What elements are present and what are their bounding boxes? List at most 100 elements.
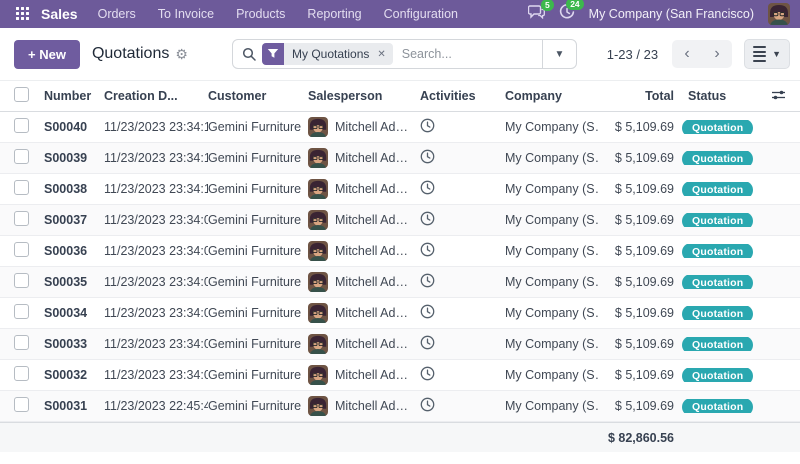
cell-number: S00035: [44, 275, 88, 289]
cell-creation-date: 11/23/2023 22:45:4: [104, 399, 208, 413]
cell-customer: Gemini Furniture: [208, 151, 302, 165]
table-row[interactable]: S00040 11/23/2023 23:34:1 Gemini Furnitu…: [0, 112, 800, 143]
page-title: Quotations: [91, 45, 170, 62]
view-settings-gear-icon[interactable]: ⚙: [175, 45, 188, 62]
cell-status: Quotation: [680, 213, 766, 227]
view-switcher-button[interactable]: ▼: [744, 39, 790, 69]
row-checkbox[interactable]: [14, 366, 29, 381]
activity-clock-icon[interactable]: [420, 273, 435, 288]
apps-grid-icon[interactable]: [16, 6, 31, 22]
row-checkbox[interactable]: [14, 118, 29, 133]
menu-configuration[interactable]: Configuration: [383, 7, 458, 21]
search-input[interactable]: Search...: [401, 47, 452, 61]
menu-reporting[interactable]: Reporting: [307, 7, 362, 21]
table-row[interactable]: S00031 11/23/2023 22:45:4 Gemini Furnitu…: [0, 391, 800, 422]
cell-customer: Gemini Furniture: [208, 182, 302, 196]
search-dropdown-caret-icon[interactable]: ▼: [542, 40, 576, 68]
cell-activities: [420, 211, 505, 229]
table-row[interactable]: S00033 11/23/2023 23:34:0 Gemini Furnitu…: [0, 329, 800, 360]
menu-orders[interactable]: Orders: [97, 7, 136, 21]
cell-status: Quotation: [680, 151, 766, 165]
salesperson-avatar: [308, 179, 328, 199]
status-badge: Quotation: [682, 213, 754, 227]
activity-clock-icon[interactable]: [420, 211, 435, 226]
cell-customer: Gemini Furniture: [208, 399, 302, 413]
cell-status: Quotation: [680, 399, 766, 413]
cell-company: My Company (S…: [505, 120, 600, 134]
cell-activities: [420, 180, 505, 198]
cell-number: S00034: [44, 306, 88, 320]
row-checkbox[interactable]: [14, 273, 29, 288]
cell-company: My Company (S…: [505, 399, 600, 413]
activities-badge: 24: [566, 0, 584, 10]
table-row[interactable]: S00036 11/23/2023 23:34:0 Gemini Furnitu…: [0, 236, 800, 267]
col-salesperson[interactable]: Salesperson: [308, 89, 383, 103]
search-bar[interactable]: My Quotations ✕ Search... ▼: [232, 39, 577, 69]
cell-salesperson: Mitchell Ad…: [308, 179, 420, 199]
col-status[interactable]: Status: [688, 89, 727, 103]
activity-clock-icon[interactable]: [420, 149, 435, 164]
app-name[interactable]: Sales: [41, 6, 78, 22]
table-body: S00040 11/23/2023 23:34:1 Gemini Furnitu…: [0, 112, 800, 422]
table-row[interactable]: S00032 11/23/2023 23:34:0 Gemini Furnitu…: [0, 360, 800, 391]
activity-clock-icon[interactable]: [420, 335, 435, 350]
col-company[interactable]: Company: [505, 89, 562, 103]
cell-salesperson: Mitchell Ad…: [308, 148, 420, 168]
cell-salesperson: Mitchell Ad…: [308, 334, 420, 354]
table-row[interactable]: S00039 11/23/2023 23:34:1 Gemini Furnitu…: [0, 143, 800, 174]
row-checkbox[interactable]: [14, 149, 29, 164]
table-row[interactable]: S00034 11/23/2023 23:34:0 Gemini Furnitu…: [0, 298, 800, 329]
activity-clock-icon[interactable]: [420, 366, 435, 381]
col-creation-date[interactable]: Creation D...: [104, 89, 178, 103]
cell-total: $ 5,109.69: [614, 399, 674, 413]
user-avatar[interactable]: [768, 3, 790, 25]
pager-previous-button[interactable]: ‹: [672, 40, 703, 68]
col-customer[interactable]: Customer: [208, 89, 267, 103]
col-number[interactable]: Number: [44, 89, 92, 103]
cell-activities: [420, 118, 505, 136]
new-button[interactable]: + New: [14, 39, 80, 69]
pager-range: 1-23 / 23: [606, 46, 659, 62]
salesperson-name: Mitchell Ad…: [335, 275, 408, 289]
row-checkbox[interactable]: [14, 335, 29, 350]
salesperson-name: Mitchell Ad…: [335, 151, 408, 165]
table-row[interactable]: S00035 11/23/2023 23:34:0 Gemini Furnitu…: [0, 267, 800, 298]
cell-total: $ 5,109.69: [614, 306, 674, 320]
facet-remove-icon[interactable]: ✕: [377, 48, 386, 60]
search-facet[interactable]: My Quotations ✕: [262, 43, 393, 65]
table-row[interactable]: S00037 11/23/2023 23:34:0 Gemini Furnitu…: [0, 205, 800, 236]
col-activities[interactable]: Activities: [420, 89, 476, 103]
row-checkbox[interactable]: [14, 397, 29, 412]
activities-icon[interactable]: 24: [559, 0, 584, 25]
cell-total: $ 5,109.69: [614, 213, 674, 227]
row-checkbox[interactable]: [14, 180, 29, 195]
activity-clock-icon[interactable]: [420, 118, 435, 133]
company-switcher[interactable]: My Company (San Francisco): [588, 7, 754, 21]
cell-creation-date: 11/23/2023 23:34:1: [104, 182, 208, 196]
cell-salesperson: Mitchell Ad…: [308, 396, 420, 416]
pager-next-button[interactable]: ›: [702, 40, 733, 68]
activity-clock-icon[interactable]: [420, 180, 435, 195]
activity-clock-icon[interactable]: [420, 304, 435, 319]
activity-clock-icon[interactable]: [420, 397, 435, 412]
cell-number: S00037: [44, 213, 88, 227]
cell-total: $ 5,109.69: [614, 182, 674, 196]
row-checkbox[interactable]: [14, 242, 29, 257]
status-badge: Quotation: [682, 182, 754, 196]
cell-company: My Company (S…: [505, 306, 600, 320]
optional-columns-sliders-icon[interactable]: [771, 88, 786, 102]
cell-company: My Company (S…: [505, 182, 600, 196]
table-row[interactable]: S00038 11/23/2023 23:34:1 Gemini Furnitu…: [0, 174, 800, 205]
cell-status: Quotation: [680, 244, 766, 258]
cell-total: $ 5,109.69: [614, 368, 674, 382]
menu-products[interactable]: Products: [236, 7, 286, 21]
select-all-checkbox[interactable]: [14, 87, 29, 102]
messages-icon[interactable]: 5: [527, 0, 554, 24]
row-checkbox[interactable]: [14, 304, 29, 319]
activity-clock-icon[interactable]: [420, 242, 435, 257]
footer-total: $ 82,860.56: [607, 430, 674, 445]
menu-to-invoice[interactable]: To Invoice: [157, 7, 215, 21]
messages-badge: 5: [540, 0, 554, 11]
col-total[interactable]: Total: [645, 89, 674, 103]
row-checkbox[interactable]: [14, 211, 29, 226]
